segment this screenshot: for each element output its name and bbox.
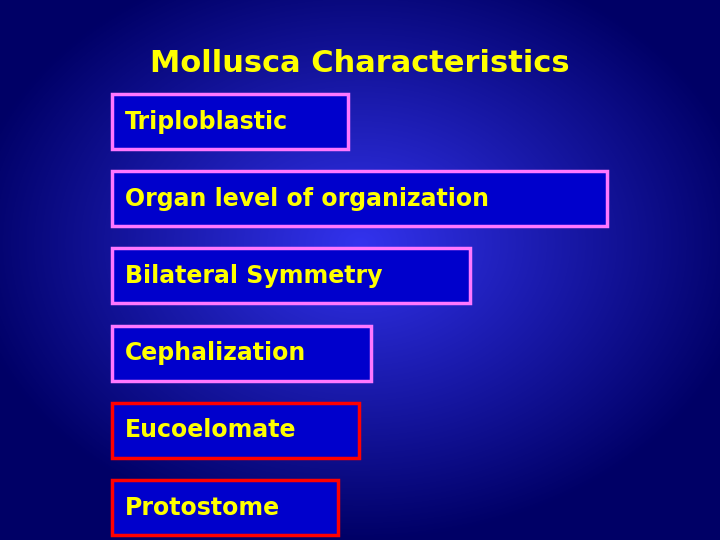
Text: Bilateral Symmetry: Bilateral Symmetry — [125, 264, 382, 288]
Text: Cephalization: Cephalization — [125, 341, 306, 365]
FancyBboxPatch shape — [112, 403, 359, 458]
FancyBboxPatch shape — [112, 94, 348, 149]
Text: Eucoelomate: Eucoelomate — [125, 418, 296, 442]
FancyBboxPatch shape — [112, 326, 372, 381]
Text: Mollusca Characteristics: Mollusca Characteristics — [150, 49, 570, 78]
Text: Protostome: Protostome — [125, 496, 279, 519]
Text: Triploblastic: Triploblastic — [125, 110, 288, 133]
Text: Organ level of organization: Organ level of organization — [125, 187, 489, 211]
FancyBboxPatch shape — [112, 171, 607, 226]
FancyBboxPatch shape — [112, 480, 338, 535]
FancyBboxPatch shape — [112, 248, 469, 303]
